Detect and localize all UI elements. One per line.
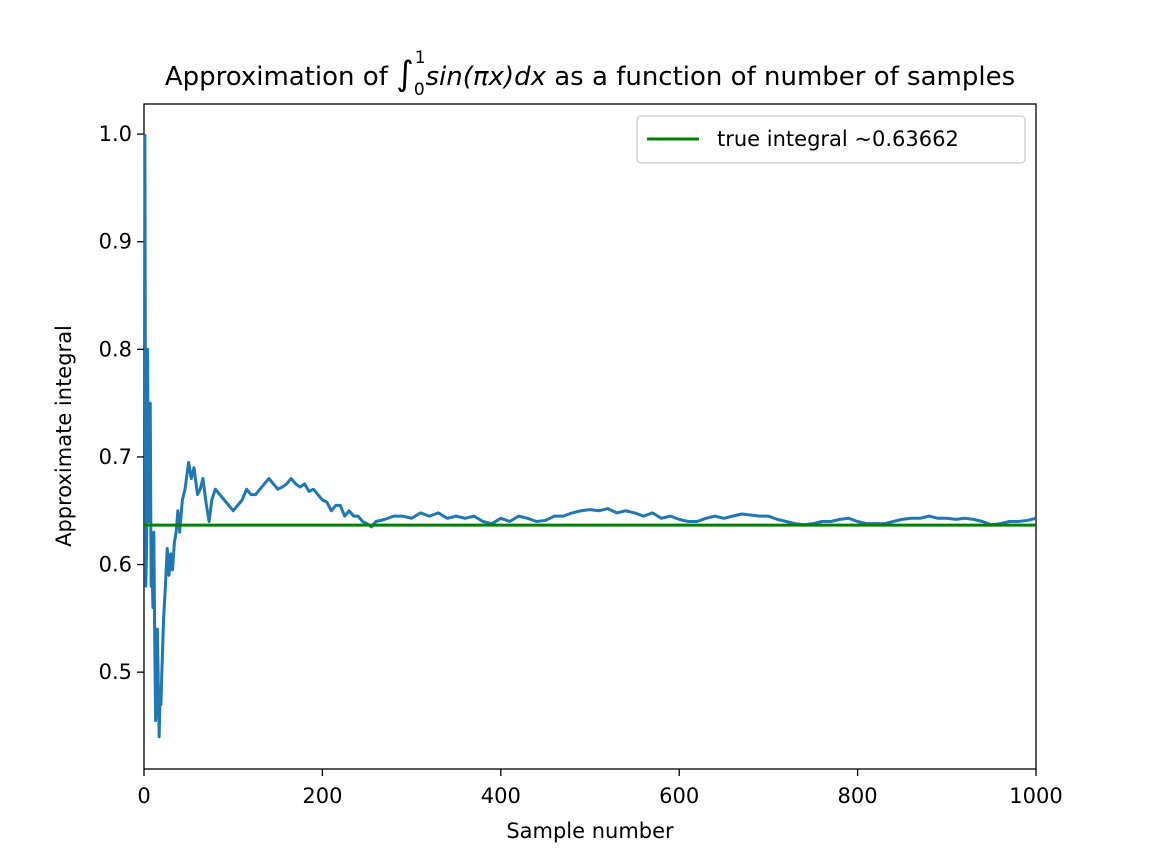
- y-tick-label: 1.0: [99, 122, 132, 146]
- x-tick-label: 600: [659, 784, 699, 808]
- title-integrand: sin(πx)dx: [426, 62, 547, 92]
- title-lower-limit: 0: [414, 80, 425, 100]
- y-tick-label: 0.6: [99, 553, 132, 577]
- legend-label-true-integral: true integral ~0.63662: [717, 127, 959, 151]
- y-axis-label: Approximate integral: [52, 325, 76, 547]
- title-suffix: as a function of number of samples: [546, 62, 1015, 92]
- y-axis: 0.5 0.6 0.7 0.8 0.9 1.0: [99, 122, 144, 684]
- x-axis: 0 200 400 600 800 1000: [137, 769, 1063, 808]
- x-tick-label: 800: [838, 784, 878, 808]
- title-upper-limit: 1: [415, 48, 426, 68]
- chart-title: Approximation of ∫0 1sin(πx)dx as a funct…: [165, 48, 1015, 100]
- plot-area: [143, 103, 1037, 770]
- x-tick-label: 0: [137, 784, 150, 808]
- y-tick-label: 0.5: [99, 660, 132, 684]
- legend: true integral ~0.63662: [636, 115, 1026, 164]
- x-tick-label: 400: [481, 784, 521, 808]
- x-axis-label: Sample number: [506, 819, 674, 843]
- title-prefix: Approximation of: [165, 62, 396, 92]
- y-tick-label: 0.9: [99, 230, 132, 254]
- series-layer: [143, 134, 1037, 739]
- legend-box: [636, 115, 1026, 164]
- y-tick-label: 0.8: [99, 337, 132, 361]
- x-tick-label: 200: [302, 784, 342, 808]
- x-tick-label: 1000: [1009, 784, 1062, 808]
- title-integral-sign: ∫: [396, 54, 414, 94]
- y-tick-label: 0.7: [99, 445, 132, 469]
